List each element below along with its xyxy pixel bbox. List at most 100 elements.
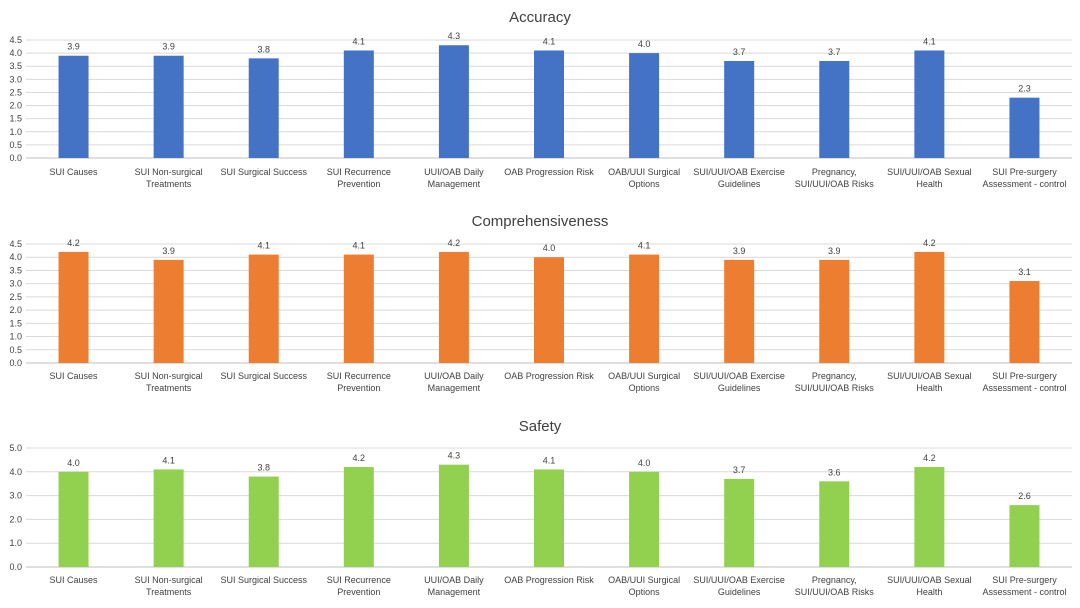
bar	[629, 471, 660, 567]
category-label: SUI Recurrence	[327, 371, 391, 381]
data-label: 3.9	[67, 42, 80, 52]
data-label: 4.1	[257, 241, 270, 251]
bar	[438, 251, 469, 363]
category-label: Assessment - control	[982, 179, 1066, 189]
bar	[1009, 505, 1040, 567]
data-label: 4.0	[638, 39, 651, 49]
category-label: SUI Non-surgical	[135, 167, 203, 177]
category-label: SUI/UUI/OAB Sexual	[887, 167, 972, 177]
data-label: 4.1	[353, 36, 366, 46]
category-label: UUI/OAB Daily	[424, 575, 484, 585]
y-tick-label: 3.0	[9, 491, 22, 501]
y-tick-label: 4.0	[9, 252, 22, 262]
category-label: Health	[916, 587, 942, 597]
y-tick-label: 0.5	[9, 140, 22, 150]
data-label: 3.9	[162, 42, 175, 52]
category-label: Health	[916, 179, 942, 189]
bar	[248, 254, 279, 363]
y-tick-label: 1.0	[9, 538, 22, 548]
category-label: OAB/UUI Surgical	[608, 167, 680, 177]
y-tick-label: 0.0	[9, 153, 22, 163]
y-tick-label: 2.0	[9, 101, 22, 111]
bar	[1009, 281, 1040, 363]
data-label: 3.6	[828, 467, 841, 477]
y-tick-label: 2.0	[9, 305, 22, 315]
bar	[58, 471, 89, 567]
bar	[819, 481, 850, 567]
accuracy-chart: Accuracy 0.0 0.5 1.0 1.5 2.0 2.5 3.0 3.5 4.0 4.5 3.…	[9, 9, 1072, 189]
category-label: Assessment - control	[982, 587, 1066, 597]
bar	[724, 478, 755, 567]
bar	[914, 251, 945, 363]
data-label: 3.1	[1018, 267, 1031, 277]
category-label: Treatments	[146, 383, 192, 393]
category-label: Management	[428, 587, 481, 597]
bar	[343, 254, 374, 363]
data-label: 4.3	[448, 31, 461, 41]
bar	[914, 50, 945, 158]
bar	[438, 45, 469, 158]
category-label: SUI/UUI/OAB Risks	[795, 383, 875, 393]
data-label: 4.0	[543, 243, 556, 253]
y-tick-label: 4.5	[9, 35, 22, 45]
bar	[629, 53, 660, 158]
category-label: SUI Pre-surgery	[992, 575, 1057, 585]
category-label: SUI/UUI/OAB Exercise	[693, 575, 785, 585]
category-label: OAB Progression Risk	[504, 167, 594, 177]
y-tick-label: 3.5	[9, 61, 22, 71]
category-label: Guidelines	[718, 383, 761, 393]
category-label: Options	[629, 179, 661, 189]
bar	[819, 60, 850, 158]
y-tick-label: 5.0	[9, 443, 22, 453]
data-label: 2.3	[1018, 84, 1031, 94]
category-label: Health	[916, 383, 942, 393]
category-label: SUI Non-surgical	[135, 575, 203, 585]
data-label: 4.0	[638, 458, 651, 468]
data-label: 4.1	[162, 455, 175, 465]
chart-title: Comprehensiveness	[472, 213, 609, 230]
category-label: SUI Recurrence	[327, 167, 391, 177]
bar	[343, 50, 374, 158]
y-tick-label: 1.0	[9, 332, 22, 342]
data-label: 4.2	[448, 238, 461, 248]
category-label: SUI Pre-surgery	[992, 371, 1057, 381]
data-label: 4.1	[543, 36, 556, 46]
y-tick-label: 3.5	[9, 265, 22, 275]
category-label: Options	[629, 587, 661, 597]
bar	[1009, 97, 1040, 158]
y-tick-label: 4.0	[9, 48, 22, 58]
bar	[724, 60, 755, 158]
data-label: 3.7	[828, 47, 841, 57]
category-label: SUI/UUI/OAB Exercise	[693, 371, 785, 381]
category-label: OAB/UUI Surgical	[608, 371, 680, 381]
category-label: Prevention	[337, 587, 380, 597]
category-label: SUI/UUI/OAB Sexual	[887, 371, 972, 381]
data-label: 4.2	[923, 453, 936, 463]
category-label: SUI/UUI/OAB Sexual	[887, 575, 972, 585]
category-label: SUI/UUI/OAB Risks	[795, 179, 875, 189]
category-label: Prevention	[337, 383, 380, 393]
category-label: Management	[428, 179, 481, 189]
category-label: Treatments	[146, 179, 192, 189]
category-label: SUI Surgical Success	[220, 371, 307, 381]
bar	[534, 469, 564, 567]
bar	[534, 50, 564, 158]
bar	[58, 55, 89, 158]
bar	[248, 476, 279, 567]
bar	[58, 251, 89, 363]
data-label: 3.7	[733, 465, 746, 475]
category-label: SUI Non-surgical	[135, 371, 203, 381]
bar	[438, 464, 469, 567]
bar	[153, 55, 184, 158]
bar	[914, 467, 945, 567]
data-label: 3.9	[828, 246, 841, 256]
category-label: SUI Recurrence	[327, 575, 391, 585]
category-label: Prevention	[337, 179, 380, 189]
comprehensiveness-chart: Comprehensiveness 0.0 0.5 1.0 1.5 2.0 2.5 3.0 3.…	[9, 213, 1072, 393]
category-label: Pregnancy,	[812, 167, 857, 177]
data-label: 3.9	[162, 246, 175, 256]
data-label: 3.8	[257, 463, 270, 473]
category-label: SUI/UUI/OAB Exercise	[693, 167, 785, 177]
safety-chart: Safety 0.0 1.0 2.0 3.0 4.0 5.0 4.0 SUI Causes 4.1…	[9, 418, 1072, 597]
